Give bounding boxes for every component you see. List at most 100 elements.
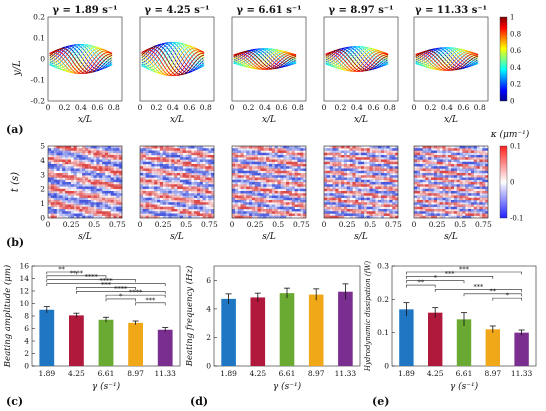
- kymograph-cell: [286, 204, 290, 207]
- kymograph-cell: [196, 170, 200, 174]
- kymograph-cell: [277, 202, 281, 205]
- kymograph-cell: [194, 206, 198, 210]
- kymograph-cell: [260, 146, 264, 149]
- kymograph-cell: [70, 155, 74, 158]
- kymograph-cell: [349, 148, 353, 151]
- kymograph-cell: [179, 202, 183, 205]
- kymograph-cell: [338, 191, 342, 194]
- kymograph-cell: [159, 215, 163, 219]
- kymograph-cell: [110, 184, 114, 187]
- kymograph-cell: [202, 152, 206, 156]
- kymograph-cell: [104, 164, 108, 167]
- kymograph-cell: [53, 175, 57, 178]
- kymograph-cell: [59, 193, 63, 196]
- kymograph-cell: [162, 173, 166, 176]
- kymograph-cell: [271, 204, 275, 207]
- kymograph-cell: [386, 204, 390, 207]
- kymograph-cell: [386, 155, 390, 158]
- kymograph-cell: [485, 213, 489, 216]
- kymograph-cell: [286, 155, 290, 158]
- kymograph-cell: [85, 202, 89, 205]
- kymograph-cell: [142, 164, 146, 167]
- kymograph-cell: [168, 157, 172, 160]
- waveform-curve: [415, 50, 479, 71]
- kymograph-cell: [448, 204, 452, 207]
- kymograph-cell: [395, 195, 399, 198]
- kymograph-cell: [297, 215, 301, 219]
- kymograph-cell: [99, 186, 103, 189]
- kymograph-cell: [199, 148, 203, 151]
- kymograph-cell: [366, 202, 370, 205]
- kymograph-cell: [439, 155, 443, 158]
- kymograph-cell: [67, 179, 71, 183]
- kymograph-cell: [462, 170, 466, 174]
- kymograph-cell: [445, 197, 449, 201]
- kymograph-cell: [465, 182, 469, 185]
- kymograph-cell: [99, 148, 102, 150]
- kymograph-cell: [188, 209, 192, 212]
- ytick-label: 12: [19, 287, 29, 296]
- kymograph-cell: [237, 209, 241, 212]
- kymograph-cell: [439, 209, 443, 212]
- kymograph-cell: [87, 175, 91, 178]
- kymograph-cell: [453, 173, 457, 176]
- kymograph-cell: [168, 202, 172, 205]
- kymograph-cell: [148, 195, 152, 198]
- kymograph-cell: [53, 197, 57, 201]
- significance-bracket: [46, 271, 77, 275]
- kymograph-cell: [56, 155, 60, 158]
- kymograph-cell: [191, 191, 195, 194]
- kymograph-cell: [119, 170, 123, 174]
- kymograph-cell: [104, 148, 108, 151]
- kymograph-cell: [177, 200, 181, 203]
- kymograph-cell: [177, 161, 181, 165]
- kymograph-cell: [470, 211, 474, 214]
- kymograph-cell: [237, 155, 241, 158]
- kymograph-cell: [271, 188, 275, 192]
- kymograph-cell: [332, 155, 336, 158]
- kymograph-cell: [82, 195, 86, 198]
- kymograph-cell: [416, 164, 420, 167]
- kymograph-cell: [79, 168, 83, 171]
- kymograph-cell: [50, 209, 54, 212]
- significance-label: ***: [101, 281, 112, 289]
- kymograph-cell: [53, 164, 57, 167]
- kymograph-cell: [107, 209, 111, 212]
- kymograph-cell: [119, 211, 123, 214]
- kymograph-cell: [395, 213, 399, 216]
- kymograph-cell: [76, 211, 80, 214]
- kymograph-cell: [436, 146, 440, 149]
- kymograph-cell: [271, 150, 275, 153]
- kymograph-cell: [59, 155, 63, 158]
- kymograph-cell: [48, 182, 52, 185]
- kymograph-cell: [392, 182, 396, 185]
- significance-label: ****: [100, 277, 114, 285]
- kymograph-cell: [165, 202, 169, 205]
- kymograph-cell: [303, 161, 307, 165]
- kymograph-cell: [260, 195, 264, 198]
- kymograph-cell: [271, 155, 275, 158]
- kymograph-cell: [283, 153, 286, 155]
- kymograph-cell: [341, 173, 345, 176]
- kymograph-cell: [274, 200, 278, 203]
- kymograph-cell: [428, 182, 432, 185]
- kymograph-cell: [87, 177, 91, 180]
- kymograph-cell: [468, 191, 472, 194]
- kymograph-cell: [50, 193, 54, 196]
- kymograph-cell: [448, 170, 452, 174]
- kymograph-cell: [249, 148, 253, 151]
- kymograph-cell: [62, 213, 66, 216]
- kymograph-cell: [168, 186, 172, 189]
- kymograph-cell: [243, 188, 247, 192]
- kymograph-cell: [445, 215, 449, 219]
- kymograph-cell: [414, 202, 418, 205]
- kymograph-cell: [459, 200, 463, 203]
- kymograph-cell: [196, 204, 200, 207]
- kymograph-cell: [425, 170, 429, 174]
- kymograph-cell: [234, 159, 238, 162]
- kymograph-cell: [300, 177, 304, 180]
- panel-b-ylabel: t (s): [10, 172, 21, 192]
- kymograph-cell: [145, 193, 149, 196]
- kymograph-cell: [286, 184, 290, 187]
- kymograph-cell: [62, 164, 66, 167]
